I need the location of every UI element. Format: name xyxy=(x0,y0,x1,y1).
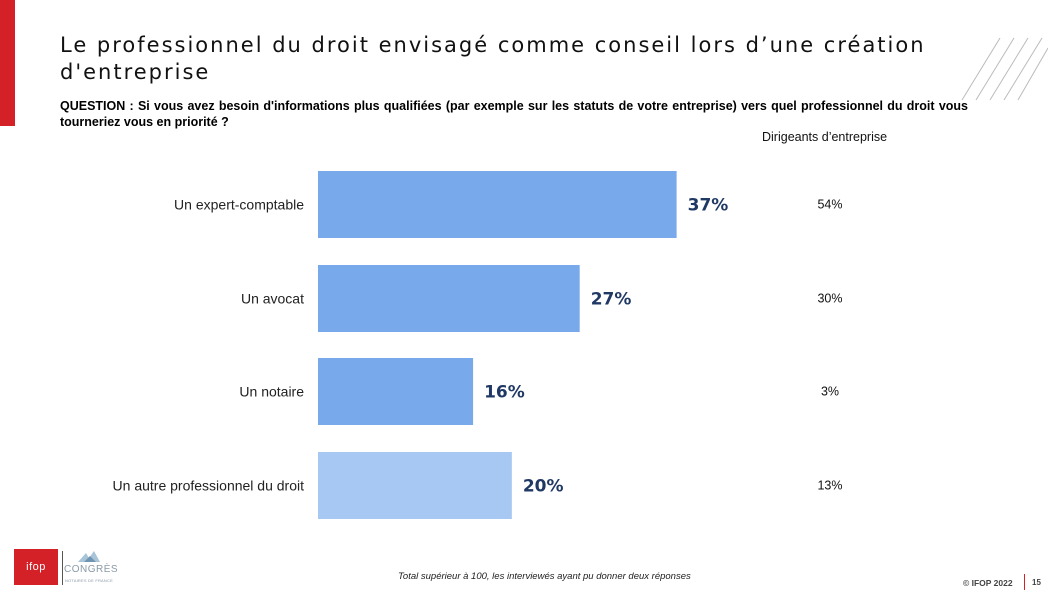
copyright: © IFOP 2022 xyxy=(963,578,1013,588)
page-number: 15 xyxy=(1032,578,1041,587)
category-label: Un autre professionnel du droit xyxy=(113,478,305,494)
question-text: QUESTION : Si vous avez besoin d'informa… xyxy=(60,99,968,129)
congres-logo-text: CONGRÈS xyxy=(64,564,119,575)
slide-title: Le professionnel du droit envisagé comme… xyxy=(60,33,926,84)
accent-band xyxy=(0,0,15,126)
congres-mark-icon xyxy=(78,551,100,562)
footer-divider xyxy=(1024,574,1025,590)
value-label: 37% xyxy=(688,196,729,216)
value-label: 27% xyxy=(591,290,632,310)
congres-logo-subtext: NOTAIRES DE FRANCE xyxy=(65,578,113,583)
comparison-value: 3% xyxy=(821,385,839,399)
value-label: 20% xyxy=(523,477,564,497)
ifop-logo: ifop xyxy=(14,549,58,585)
category-label: Un expert-comptable xyxy=(174,197,304,213)
value-label: 16% xyxy=(484,383,525,403)
congres-logo: CONGRÈS NOTAIRES DE FRANCE xyxy=(64,550,119,586)
decorative-stripes xyxy=(961,37,1048,101)
category-label: Un notaire xyxy=(239,384,304,400)
comparison-value: 30% xyxy=(817,292,842,306)
bar xyxy=(318,452,512,519)
logo-divider xyxy=(62,551,63,585)
footer-note: Total supérieur à 100, les interviewés a… xyxy=(398,571,691,582)
comparison-header: Dirigeants d’entreprise xyxy=(762,130,888,144)
category-label: Un avocat xyxy=(241,291,304,307)
comparison-value: 54% xyxy=(817,198,842,212)
bar xyxy=(318,265,580,332)
bar xyxy=(318,171,677,238)
bar xyxy=(318,358,474,425)
comparison-value: 13% xyxy=(817,479,842,493)
